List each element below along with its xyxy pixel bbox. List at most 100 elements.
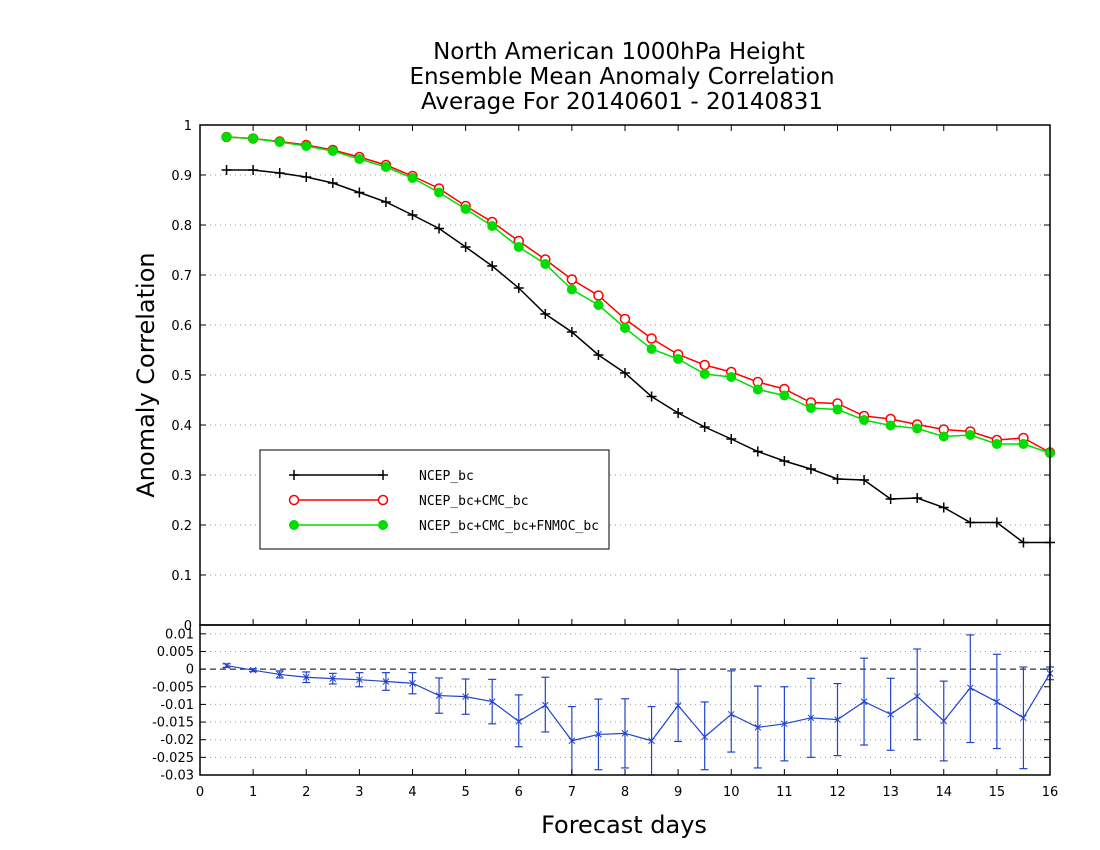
x-tick-label: 11 <box>776 785 793 800</box>
difference-point <box>966 684 974 692</box>
data-point-filled-circle <box>1018 439 1029 449</box>
difference-point <box>940 717 948 725</box>
legend: NCEP_bc NCEP_bc+CMC_bc NCEP_bc+CMC_bc+FN… <box>259 449 610 550</box>
bottom-y-tick-label: -0.025 <box>152 751 194 766</box>
x-tick-label: 10 <box>723 785 740 800</box>
x-tick-label: 9 <box>674 785 682 800</box>
data-point-filled-circle <box>859 415 870 425</box>
data-point-filled-circle <box>274 137 285 147</box>
bottom-y-tick-label: -0.02 <box>160 733 194 748</box>
data-point-filled-circle <box>805 403 816 413</box>
difference-point <box>1020 714 1027 722</box>
x-tick-label: 2 <box>302 785 310 800</box>
data-point-filled-circle <box>965 430 976 440</box>
difference-point <box>993 698 1001 706</box>
difference-point <box>302 673 310 681</box>
data-point-plus <box>327 178 338 188</box>
difference-point <box>223 662 230 669</box>
data-point-filled-circle <box>885 420 896 431</box>
bottom-y-axis-ticks: -0.03 -0.025 -0.02 -0.015 -0.01 -0.005 0 0.005 0… <box>152 627 1050 784</box>
data-point-plus <box>380 197 391 207</box>
data-point-plus <box>221 165 232 175</box>
data-point-filled-circle <box>460 204 471 214</box>
data-point-filled-circle <box>646 344 657 354</box>
chart-title-line-3: Average For 20140601 - 20140831 <box>421 89 823 115</box>
top-y-tick-label: 0.9 <box>171 169 192 184</box>
data-point-filled-circle <box>912 423 923 434</box>
data-point-plus <box>779 456 790 466</box>
difference-point <box>621 729 629 737</box>
difference-point <box>913 692 921 700</box>
difference-point <box>382 678 390 685</box>
data-point-filled-circle <box>513 242 524 252</box>
data-point-filled-circle <box>380 162 391 172</box>
y-axis-label: Anomaly Correlation <box>132 252 160 497</box>
legend-marker-ncep-cmc-fnmoc-right <box>378 520 388 530</box>
data-point-plus <box>646 391 657 402</box>
x-tick-label: 12 <box>829 785 846 800</box>
difference-point <box>595 731 602 738</box>
bottom-y-tick-label: 0 <box>186 663 194 678</box>
data-point-filled-circle <box>620 323 630 333</box>
data-point-plus <box>301 172 312 182</box>
legend-label-ncep-cmc-fnmoc: NCEP_bc+CMC_bc+FNMOC_bc <box>419 519 599 534</box>
difference-point <box>860 698 868 705</box>
data-point-plus <box>885 494 896 504</box>
data-point-filled-circle <box>832 404 843 415</box>
difference-point <box>701 733 709 741</box>
data-point-plus <box>487 261 498 271</box>
x-tick-label: 0 <box>196 785 204 800</box>
data-point-open-circle <box>699 359 710 371</box>
data-point-plus <box>248 165 259 175</box>
x-tick-label: 6 <box>515 785 523 800</box>
top-y-axis-ticks: 0 0.1 0.2 0.3 0.4 0.5 0.6 0.7 0.8 0.9 1 <box>171 119 1050 634</box>
difference-point <box>515 717 523 725</box>
legend-marker-ncep <box>289 470 388 480</box>
data-point-plus <box>699 422 710 432</box>
difference-point <box>807 714 815 722</box>
difference-point <box>754 723 762 731</box>
data-point-filled-circle <box>938 431 949 442</box>
data-point-open-circle <box>619 313 631 325</box>
difference-point <box>674 702 682 709</box>
legend-label-ncep-cmc: NCEP_bc+CMC_bc <box>419 494 529 509</box>
top-y-tick-label: 1 <box>184 119 192 134</box>
data-point-filled-circle <box>566 284 577 295</box>
difference-point <box>541 701 549 709</box>
data-point-filled-circle <box>327 146 338 156</box>
bottom-y-tick-label: -0.015 <box>152 716 194 731</box>
difference-point <box>834 716 841 723</box>
data-point-plus <box>912 493 923 503</box>
data-point-plus <box>832 474 843 484</box>
data-point-filled-circle <box>752 384 763 395</box>
x-tick-label: 7 <box>568 785 576 800</box>
data-point-plus <box>938 502 949 513</box>
data-point-plus <box>513 283 524 293</box>
series-line-2 <box>226 136 1051 454</box>
difference-point <box>568 737 576 745</box>
chart-title-line-2: Ensemble Mean Anomaly Correlation <box>409 64 834 90</box>
x-tick-label: 3 <box>355 785 363 800</box>
difference-point <box>356 676 363 684</box>
data-point-open-circle <box>566 274 578 285</box>
x-tick-label: 15 <box>989 785 1006 800</box>
data-point-filled-circle <box>354 154 365 164</box>
data-point-plus <box>805 464 816 474</box>
data-point-plus <box>593 350 604 360</box>
data-point-plus <box>540 309 551 319</box>
data-point-filled-circle <box>434 187 445 198</box>
top-y-tick-label: 0.6 <box>171 319 192 334</box>
difference-point <box>249 666 257 674</box>
data-point-open-circle <box>593 290 604 301</box>
top-y-tick-label: 0.2 <box>171 519 192 534</box>
difference-point <box>727 710 735 718</box>
data-point-plus <box>859 475 870 485</box>
data-point-filled-circle <box>699 369 710 379</box>
data-point-filled-circle <box>673 354 684 364</box>
difference-point <box>648 737 655 745</box>
data-point-plus <box>673 408 684 418</box>
x-tick-label: 4 <box>408 785 416 800</box>
data-point-filled-circle <box>301 141 312 151</box>
anomaly-correlation-series <box>221 131 1056 548</box>
